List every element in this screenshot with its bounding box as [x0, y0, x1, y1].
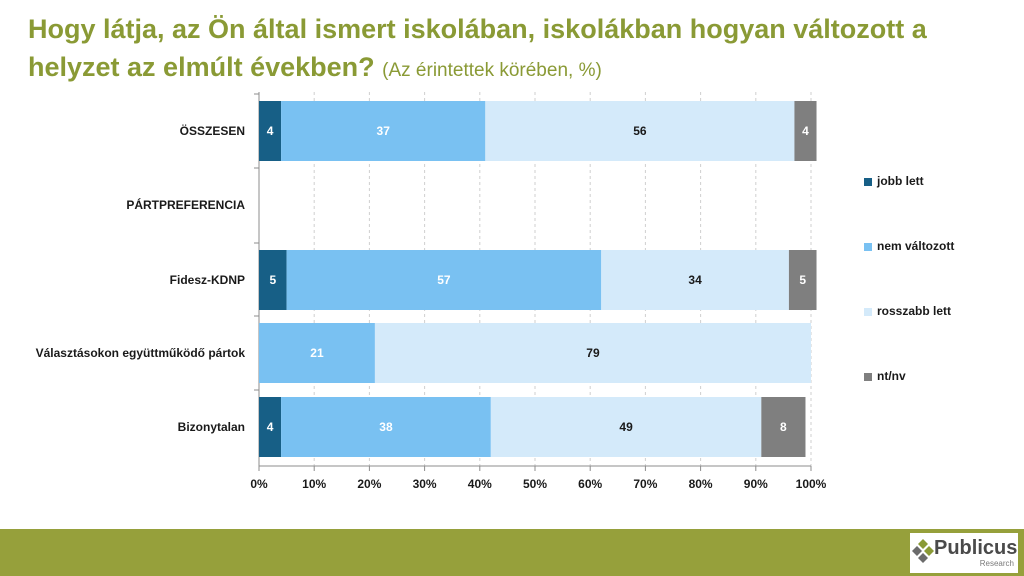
title-main: Hogy látja, az Ön által ismert iskolában… — [28, 14, 927, 82]
bar-segment — [794, 101, 817, 161]
logo-mark-icon — [912, 539, 934, 563]
logo-tagline: Research — [979, 559, 1014, 568]
bar-segment — [761, 397, 806, 457]
stacked-bar-chart: 0% 10% 20% 30% 40% 50% 60% 70% 80% 90% 100% ÖSSZESE… — [36, 92, 827, 491]
bar-segment — [259, 397, 282, 457]
data-label: 5 — [269, 273, 276, 287]
legend-swatch — [864, 242, 872, 251]
data-label: 5 — [799, 273, 806, 287]
x-tick-label: 20% — [357, 477, 381, 491]
legend-label: nem változott — [877, 239, 955, 253]
title-subtitle: (Az érintettek körében, %) — [382, 60, 602, 81]
legend-label: jobb lett — [877, 174, 924, 188]
footer-bar — [0, 529, 1024, 576]
bar-segment — [281, 397, 491, 457]
bar-segment — [490, 397, 762, 457]
legend-item: nt/nv — [864, 369, 906, 383]
x-tick-label: 40% — [468, 477, 492, 491]
x-tick-label: 30% — [413, 477, 437, 491]
category-label: Választásokon együttműködő pártok — [36, 346, 246, 360]
category-label: ÖSSZESEN — [180, 123, 245, 138]
bar-segment — [259, 250, 287, 310]
bar-segment — [601, 250, 789, 310]
legend-item: jobb lett — [864, 174, 924, 188]
legend-item: nem változott — [864, 239, 954, 253]
x-tick-label: 80% — [689, 477, 713, 491]
legend-swatch — [864, 372, 872, 381]
data-label: 57 — [437, 273, 451, 287]
category-label: Fidesz-KDNP — [170, 273, 245, 287]
x-tick-label: 90% — [744, 477, 768, 491]
x-tick-label: 10% — [302, 477, 326, 491]
bar-segment — [259, 101, 282, 161]
legend-swatch — [864, 177, 872, 186]
bar-segment — [374, 323, 811, 383]
data-label: 56 — [633, 124, 647, 138]
x-tick-label: 60% — [578, 477, 602, 491]
data-label: 49 — [619, 420, 633, 434]
category-label: PÁRTPREFERENCIA — [126, 197, 245, 212]
legend-swatch — [864, 307, 872, 316]
data-label: 21 — [310, 346, 324, 360]
data-label: 4 — [802, 124, 809, 138]
logo-name: Publicus — [934, 537, 1018, 559]
page-title: Hogy látja, az Ön által ismert iskolában… — [28, 10, 1008, 90]
data-label: 34 — [688, 273, 702, 287]
data-label: 4 — [267, 420, 274, 434]
bar-segment — [281, 101, 486, 161]
legend-item: rosszabb lett — [864, 304, 951, 318]
bar-segment — [788, 250, 817, 310]
legend-label: rosszabb lett — [877, 304, 952, 318]
publicus-logo: Publicus Research — [910, 533, 1018, 573]
data-label: 4 — [267, 124, 274, 138]
x-tick-label: 100% — [796, 477, 827, 491]
data-label: 79 — [586, 346, 600, 360]
x-tick-label: 50% — [523, 477, 547, 491]
bar-segment — [259, 323, 375, 383]
x-tick-label: 70% — [633, 477, 657, 491]
data-label: 38 — [379, 420, 393, 434]
data-label: 8 — [780, 420, 787, 434]
bar-segment — [485, 101, 795, 161]
x-tick-label: 0% — [250, 477, 268, 491]
data-label: 37 — [377, 124, 391, 138]
bar-segment — [286, 250, 602, 310]
legend-label: nt/nv — [877, 369, 906, 383]
category-label: Bizonytalan — [178, 420, 245, 434]
